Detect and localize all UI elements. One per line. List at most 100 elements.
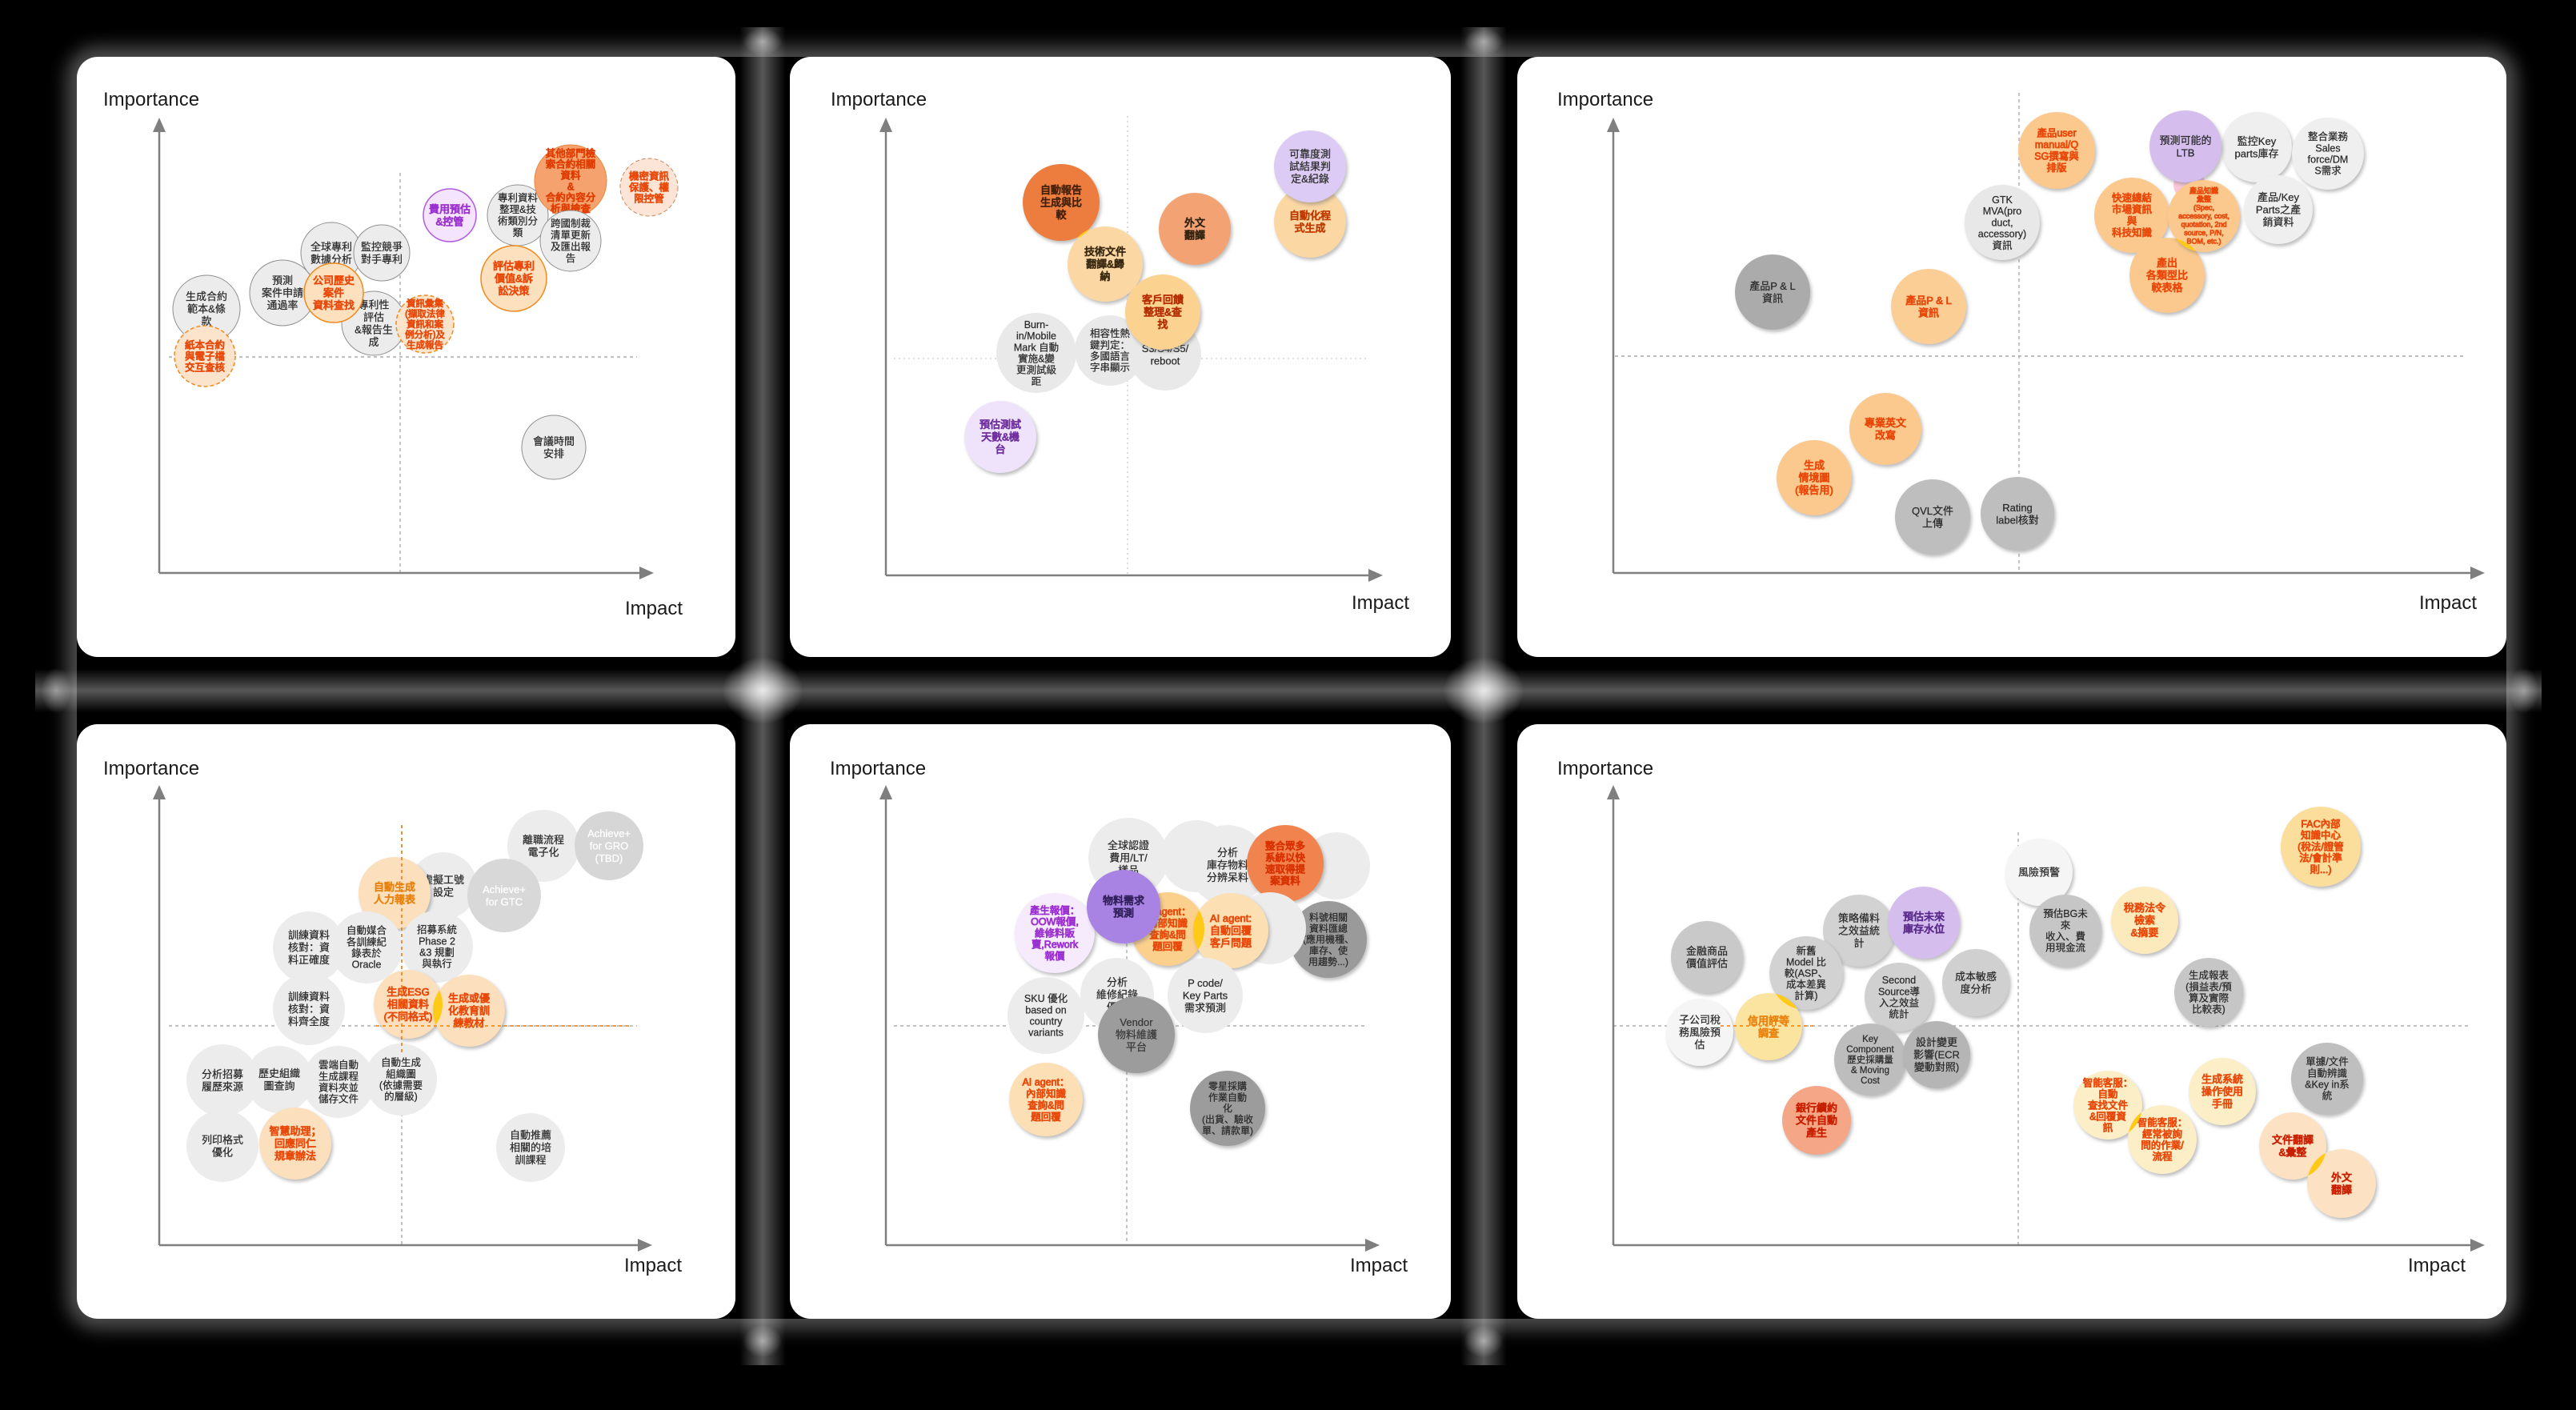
svg-text:資訊彙集(擷取法律資訊和案例分析)及生成報告: 資訊彙集(擷取法律資訊和案例分析)及生成報告	[405, 298, 445, 350]
svg-text:訓練資料核對：資料齊全度: 訓練資料核對：資料齊全度	[288, 991, 330, 1027]
svg-text:公司歷史案件資料查找: 公司歷史案件資料查找	[313, 274, 355, 311]
svg-text:策略備料之效益統計: 策略備料之效益統計	[1838, 912, 1880, 949]
svg-text:預估BG未來收入、費用現金流: 預估BG未來收入、費用現金流	[2043, 908, 2088, 954]
svg-text:子公司稅務風險預估: 子公司稅務風險預估	[1679, 1014, 1721, 1051]
svg-text:預估測試天數&機台: 預估測試天數&機台	[980, 419, 1021, 455]
svg-text:技術文件翻譯&歸納: 技術文件翻譯&歸納	[1084, 246, 1126, 282]
svg-text:分析招募履歷來源: 分析招募履歷來源	[202, 1068, 243, 1093]
svg-text:會議時間安排: 會議時間安排	[533, 435, 575, 460]
svg-text:客戶回饋整理&查找: 客戶回饋整理&查找	[1142, 294, 1184, 330]
svg-text:其他部門檢索合約相關資料&合約內容分析與檢查: 其他部門檢索合約相關資料&合約內容分析與檢查	[546, 147, 596, 214]
svg-text:自動報告生成與比較: 自動報告生成與比較	[1040, 184, 1082, 221]
svg-text:Importance: Importance	[1557, 89, 1653, 110]
svg-text:Importance: Importance	[103, 89, 199, 110]
svg-text:信用評等調查: 信用評等調查	[1748, 1015, 1789, 1039]
svg-text:產品P & L資訊: 產品P & L 資訊	[1749, 280, 1796, 305]
svg-text:Impact: Impact	[625, 598, 683, 619]
svg-text:自動推薦相關的培訓課程: 自動推薦相關的培訓課程	[510, 1129, 551, 1166]
svg-text:AI agent:自動回覆客戶問題: AI agent:自動回覆客戶問題	[1210, 912, 1252, 949]
svg-text:AI agent：內部知識查詢&問題回覆: AI agent：內部知識查詢&問題回覆	[1022, 1077, 1069, 1124]
svg-text:雲端自動生成課程資料夾並儲存文件: 雲端自動生成課程資料夾並儲存文件	[318, 1060, 359, 1105]
svg-text:歷史組織圖查詢: 歷史組織圖查詢	[258, 1068, 300, 1092]
svg-text:生成系統操作使用手冊: 生成系統操作使用手冊	[2201, 1073, 2243, 1110]
svg-text:Importance: Importance	[1557, 758, 1653, 779]
svg-text:監控競爭對手專利: 監控競爭對手專利	[361, 241, 403, 266]
svg-text:銀行續約文件自動產生: 銀行續約文件自動產生	[1796, 1102, 1837, 1139]
svg-text:外文翻譯: 外文翻譯	[2331, 1172, 2352, 1196]
svg-text:智能客服：自動查找文件&回覆資訊: 智能客服：自動查找文件&回覆資訊	[2083, 1076, 2133, 1133]
svg-text:智能客服：經常被詢問的作業/流程: 智能客服：經常被詢問的作業/流程	[2137, 1116, 2188, 1163]
svg-text:Importance: Importance	[103, 758, 199, 779]
svg-text:虛擬工號設定: 虛擬工號設定	[423, 874, 464, 899]
svg-text:列印格式優化: 列印格式優化	[202, 1134, 243, 1159]
svg-text:紙本合約與電子檔交互查核: 紙本合約與電子檔交互查核	[185, 338, 226, 373]
svg-text:產品P & L資訊: 產品P & L 資訊	[1905, 294, 1952, 319]
svg-text:風險預警: 風險預警	[2018, 867, 2060, 879]
svg-text:全球專利數據分析: 全球專利數據分析	[310, 241, 352, 266]
svg-text:自動化程式生成: 自動化程式生成	[1289, 210, 1331, 234]
svg-text:生成或優化教育訓練教材: 生成或優化教育訓練教材	[448, 992, 490, 1029]
svg-text:Impact: Impact	[1350, 1255, 1408, 1276]
svg-text:Impact: Impact	[624, 1255, 682, 1276]
svg-text:QVL文件上傳: QVL文件上傳	[1912, 505, 1953, 530]
svg-text:Achieve+for GTC: Achieve+ for GTC	[483, 883, 526, 908]
svg-text:Importance: Importance	[831, 89, 927, 110]
svg-text:專利性評估&報告生成: 專利性評估&報告生成	[355, 298, 393, 348]
svg-text:生成報表(損益表/預算及實際比較表): 生成報表(損益表/預算及實際比較表)	[2185, 970, 2232, 1015]
svg-text:專利資料整理&技術類別分類: 專利資料整理&技術類別分類	[498, 193, 539, 239]
svg-text:金融商品價值評估: 金融商品價值評估	[1686, 945, 1728, 970]
svg-text:預估未來庫存水位: 預估未來庫存水位	[1903, 911, 1945, 935]
svg-text:生成情境圖(報告用): 生成情境圖(報告用)	[1795, 459, 1833, 496]
svg-text:稅務法令檢索&摘要: 稅務法令檢索&摘要	[2124, 902, 2165, 939]
svg-text:物料需求預測: 物料需求預測	[1103, 895, 1144, 919]
svg-text:快速總結市場資訊與科技知識: 快速總結市場資訊與科技知識	[2112, 192, 2153, 239]
svg-text:自動生成人力報表: 自動生成人力報表	[374, 881, 415, 906]
svg-text:文件翻譯&彙整: 文件翻譯&彙整	[2272, 1134, 2314, 1159]
svg-text:成本敏感度分析: 成本敏感度分析	[1955, 971, 1997, 995]
svg-text:專業英文改寫: 專業英文改寫	[1865, 417, 1906, 442]
svg-text:相容性熱鍵判定：多國語言字串顯示: 相容性熱鍵判定：多國語言字串顯示	[1090, 327, 1131, 374]
svg-text:跨國制裁清單更新及匯出報告: 跨國制裁清單更新及匯出報告	[551, 218, 591, 265]
svg-text:Importance: Importance	[830, 758, 926, 779]
svg-text:整合眾多系統以快速取得提案資料: 整合眾多系統以快速取得提案資料	[1265, 840, 1306, 887]
svg-text:產出各類型比較表格: 產出各類型比較表格	[2146, 257, 2188, 294]
svg-text:FAC內部知識中心(稅法/證管法/會計準則...): FAC內部知識中心(稅法/證管法/會計準則...)	[2298, 818, 2344, 875]
svg-text:產品知識彙整(Spec,accessory, cost,qu: 產品知識彙整(Spec, accessory, cost, quotation, 2…	[2178, 186, 2229, 246]
svg-text:機密資訊保護、權限控管: 機密資訊保護、權限控管	[629, 170, 670, 204]
svg-text:離職流程電子化: 離職流程電子化	[523, 834, 564, 859]
svg-text:費用預估&控管: 費用預估&控管	[429, 203, 471, 227]
svg-text:Achieve+for GRO(TBD): Achieve+ for GRO (TBD)	[587, 827, 631, 864]
svg-text:生成合約範本&條款: 生成合約範本&條款	[186, 290, 227, 327]
svg-text:Impact: Impact	[1352, 592, 1409, 614]
svg-text:智慧助理；回應同仁規章辦法: 智慧助理；回應同仁規章辦法	[269, 1125, 321, 1162]
svg-text:分析庫存物料分辨呆料: 分析庫存物料分辨呆料	[1207, 847, 1248, 883]
svg-text:Impact: Impact	[2408, 1255, 2466, 1276]
svg-text:Impact: Impact	[2419, 592, 2477, 614]
svg-text:評估專利價值&訴訟決策: 評估專利價值&訴訟決策	[493, 260, 535, 297]
svg-text:自動生成組織圖(依據需要的層級): 自動生成組織圖(依據需要的層級)	[379, 1057, 423, 1103]
svg-text:單據/文件自動辨識&Key in系統: 單據/文件自動辨識&Key in系統	[2305, 1055, 2350, 1102]
svg-text:零星採購作業自動化(出貨、驗收單、請款單): 零星採購作業自動化(出貨、驗收單、請款單)	[1202, 1081, 1253, 1136]
svg-text:預測案件申請通過率: 預測案件申請通過率	[262, 274, 303, 311]
svg-text:訓練資料核對：資料正確度: 訓練資料核對：資料正確度	[288, 929, 330, 966]
svg-text:料號相關資料匯總(應用機種、庫存、使用趨勢...): 料號相關資料匯總(應用機種、庫存、使用趨勢...)	[1303, 912, 1354, 967]
svg-text:外文翻譯: 外文翻譯	[1184, 217, 1205, 242]
